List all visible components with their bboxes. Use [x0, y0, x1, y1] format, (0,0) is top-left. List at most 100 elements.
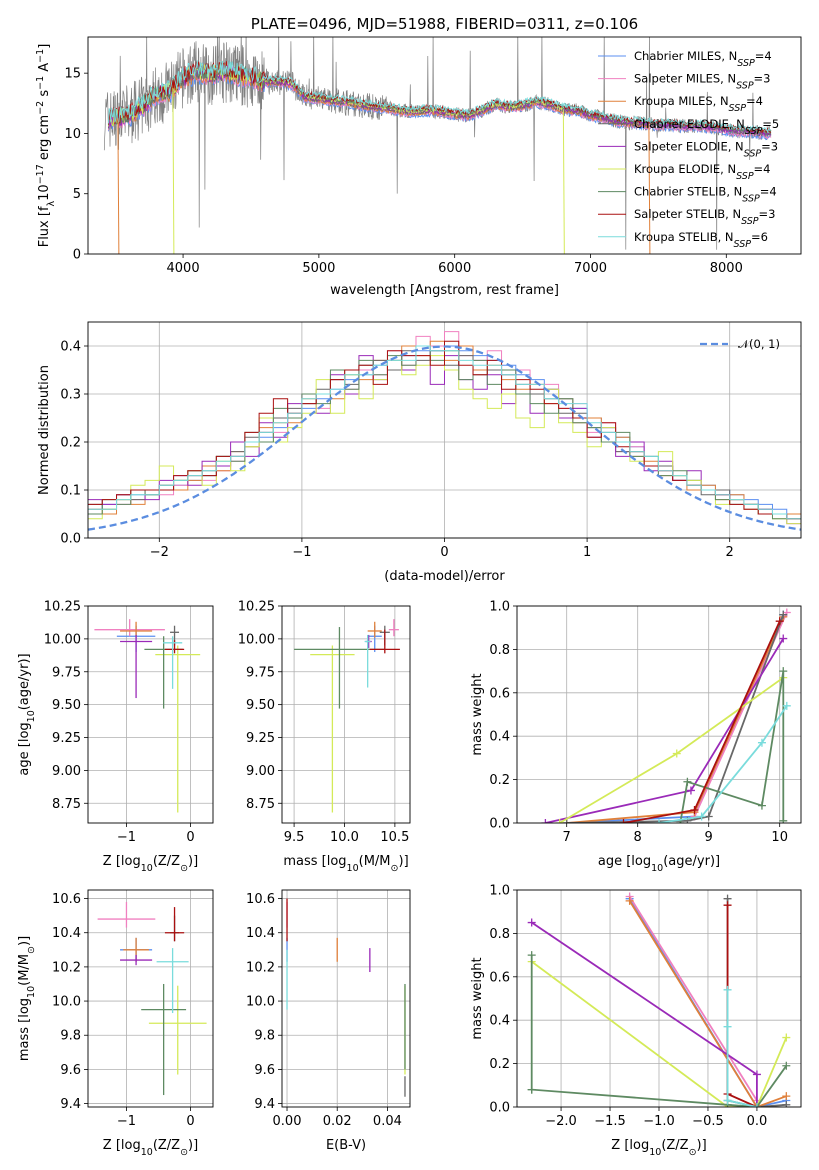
legend-entry: Salpeter ELODIE, NSSP=3: [634, 139, 778, 159]
y-tick-label: 10.00: [44, 632, 81, 647]
marker-chabrier_elodie: [779, 610, 788, 619]
axes-frame: [87, 605, 214, 824]
marker-chabrier_stelib: [782, 1061, 791, 1070]
y-tick-label: 0.3: [60, 388, 81, 403]
x-tick-label: −1: [117, 830, 136, 845]
x-axis-label-part: ⊙: [391, 863, 399, 874]
line-chabrier_miles: [566, 614, 785, 823]
legend-entry-part: =4: [746, 94, 763, 108]
x-tick-label: 8000: [710, 261, 743, 276]
y-tick-label: 0.2: [489, 1057, 510, 1072]
y-axis-label: Normed distribution: [37, 365, 52, 495]
y-axis-label-part: −2: [35, 101, 46, 115]
y-tick-label: 10.2: [52, 960, 81, 975]
legend-entry-part: SSP: [744, 148, 762, 159]
histogram-group: [88, 331, 801, 531]
x-axis-label: age [log10(age/yr)]: [598, 854, 720, 874]
age_vs_mass-panel: 9.5 10.0 10.5 8.75 9.00 9.25 9.50 9.75 10.00 10.2…: [238, 600, 411, 874]
axes-frame: [87, 321, 802, 539]
x-tick-label: −1: [117, 1114, 136, 1129]
marker-salpeter_stelib: [723, 901, 732, 910]
y-tick-label: 0.4: [60, 340, 81, 355]
y-tick-label: 8.75: [52, 797, 81, 812]
legend-entry: Chabrier MILES, NSSP=4: [634, 49, 772, 69]
x-tick-label: 0.0: [747, 1114, 768, 1129]
x-axis-label-part: Z [log: [103, 1138, 141, 1153]
x-axis-label-part: )]: [399, 854, 409, 869]
legend-entry-part: Kroupa ELODIE, N: [634, 162, 736, 176]
marker-salpeter_stelib: [690, 805, 699, 814]
y-axis-label-part: A: [37, 63, 52, 76]
y-axis-label-part: −17: [35, 164, 46, 184]
y-axis-label: mass [log10(M/M⊙)]: [17, 936, 37, 1061]
errorbar-group: [97, 901, 207, 1096]
legend-entry: Kroupa ELODIE, NSSP=4: [634, 162, 771, 182]
x-tick-label: 9: [705, 830, 713, 845]
x-tick-label: −2: [150, 545, 169, 560]
y-tick-label: 0.2: [489, 773, 510, 788]
x-axis-label: Z [log10(Z/Z⊙)]: [103, 1138, 198, 1158]
legend-entry: Chabrier ELODIE, NSSP=5: [634, 117, 779, 137]
errorbar-group: [94, 619, 201, 813]
x-tick-label: −1.0: [643, 1114, 675, 1129]
x-axis-label-part: )]: [697, 1138, 707, 1153]
axes-frame: [516, 889, 802, 1108]
y-axis-label-part: λ: [46, 200, 57, 206]
y-tick-label: 1.0: [489, 884, 510, 899]
y-axis-label-part: 10: [26, 710, 37, 722]
y-axis-label-part: mass [log: [17, 998, 32, 1061]
line-kroupa_stelib: [726, 989, 758, 1107]
x-tick-label: 0: [440, 545, 448, 560]
marker-kroupa_elodie: [782, 1033, 791, 1042]
x-axis-label-part: (age/yr)]: [663, 854, 720, 869]
x-tick-label: 0.04: [373, 1114, 402, 1129]
marker-kroupa_miles: [782, 1092, 791, 1101]
y-tick-label: 9.75: [246, 665, 275, 680]
spectrum-lines: [103, 37, 772, 254]
x-axis-label-part: 10: [347, 863, 359, 874]
x-tick-label: −0.5: [692, 1114, 724, 1129]
legend-entry-part: SSP: [741, 216, 759, 227]
marker-chabrier_elodie: [782, 1100, 791, 1107]
x-tick-label: 7: [563, 830, 571, 845]
legend-entry-part: =6: [751, 230, 768, 244]
x-tick-label: 10.0: [330, 830, 359, 845]
y-tick-label: 0.1: [60, 484, 81, 499]
y-tick-label: 9.6: [254, 1063, 275, 1078]
x-axis-label-part: 10: [141, 863, 153, 874]
y-tick-label: 5: [73, 187, 81, 202]
line-kroupa_miles: [566, 616, 785, 823]
y-tick-label: 8.75: [246, 797, 275, 812]
legend-entry-part: =3: [759, 207, 776, 221]
x-axis-label-part: )]: [188, 854, 198, 869]
y-tick-label: 10.0: [246, 995, 275, 1010]
line-salpeter_miles: [628, 896, 758, 1101]
marker-kroupa_stelib: [723, 1022, 732, 1031]
y-tick-label: 10.2: [246, 960, 275, 975]
legend-entry: Kroupa STELIB, NSSP=6: [634, 230, 768, 250]
legend-entry-part: Salpeter STELIB, N: [634, 207, 741, 221]
y-tick-label: 9.75: [52, 665, 81, 680]
normal-curve: [88, 345, 801, 531]
x-tick-label: 10.5: [380, 830, 409, 845]
x-tick-label: 2: [726, 545, 734, 560]
line-kroupa_miles: [628, 900, 787, 1107]
y-tick-label: 0.6: [489, 686, 510, 701]
y-tick-label: 1.0: [489, 600, 510, 615]
y-tick-label: 10.6: [246, 892, 275, 907]
legend-entry-part: SSP: [734, 238, 752, 249]
y-tick-label: 0.0: [489, 1101, 510, 1116]
x-axis-label-part: ⊙: [180, 1147, 188, 1158]
y-axis-label-part: (age/yr)]: [17, 653, 32, 710]
axes-frame: [87, 889, 214, 1108]
y-tick-label: 0: [73, 248, 81, 263]
spectrum-drop: [172, 87, 175, 254]
x-axis-label-part: ⊙: [180, 863, 188, 874]
marker-kroupa_stelib: [757, 738, 766, 747]
spectrum-drop: [117, 118, 120, 254]
y-tick-label: 0.2: [60, 436, 81, 451]
legend-entry-part: Chabrier MILES, N: [634, 49, 737, 63]
y-tick-label: 9.4: [60, 1097, 81, 1112]
